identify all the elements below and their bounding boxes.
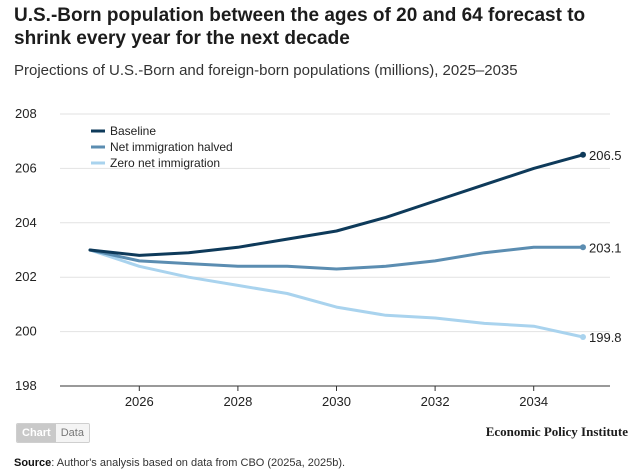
y-tick-label-198: 198: [15, 378, 37, 393]
series-line-zero-net-immigration: [88, 248, 585, 339]
data-tab[interactable]: Data: [55, 424, 89, 442]
y-tick-label-206: 206: [15, 160, 37, 175]
x-tick-label-2028: 2028: [223, 394, 252, 409]
x-tick-label-2034: 2034: [519, 394, 548, 409]
legend-label-baseline: Baseline: [110, 124, 156, 138]
x-tick-label-2030: 2030: [322, 394, 351, 409]
y-tick-label-200: 200: [15, 324, 37, 339]
brand-logo[interactable]: Economic Policy Institute: [485, 424, 628, 439]
x-tick-label-2032: 2032: [421, 394, 450, 409]
source-note: Source: Author's analysis based on data …: [14, 457, 345, 469]
end-labels: 199.8 203.1 206.5: [589, 148, 622, 345]
series-line-net-immigration-halved: [88, 245, 585, 271]
y-tick-label-208: 208: [15, 106, 37, 121]
end-label-net-immigration-halved: 203.1: [589, 240, 622, 255]
legend: Baseline Net immigration halved Zero net i…: [91, 124, 233, 170]
end-markers: [580, 151, 586, 341]
chart-title: U.S.-Born population between the ages of…: [14, 5, 586, 49]
end-marker-baseline: [580, 151, 586, 158]
series-line-baseline: [88, 153, 585, 257]
y-tick-label-202: 202: [15, 269, 37, 284]
series-lines: [88, 153, 585, 339]
x-tick-label-2026: 2026: [125, 394, 154, 409]
end-label-baseline: 206.5: [589, 148, 622, 163]
chart-tab[interactable]: Chart: [17, 424, 56, 442]
chart-subtitle: Projections of U.S.-Born and foreign-bor…: [14, 62, 518, 79]
source-label: Source: [14, 457, 52, 469]
x-axis-ticks: 2026 2028 2030 2032 2034: [125, 386, 548, 409]
legend-label-zero-net-immigration: Zero net immigration: [110, 156, 220, 170]
legend-label-net-immigration-halved: Net immigration halved: [110, 140, 233, 154]
grid-lines: [60, 113, 610, 333]
end-label-zero-net-immigration: 199.8: [589, 330, 622, 345]
y-tick-label-204: 204: [15, 215, 37, 230]
view-toggle: Chart Data: [16, 423, 90, 443]
y-axis-ticks: 198 200 202 204 206 208: [15, 106, 37, 393]
end-marker-zero-net-immigration: [580, 334, 586, 341]
end-marker-net-immigration-halved: [580, 244, 586, 251]
source-text: : Author's analysis based on data from C…: [51, 457, 346, 469]
